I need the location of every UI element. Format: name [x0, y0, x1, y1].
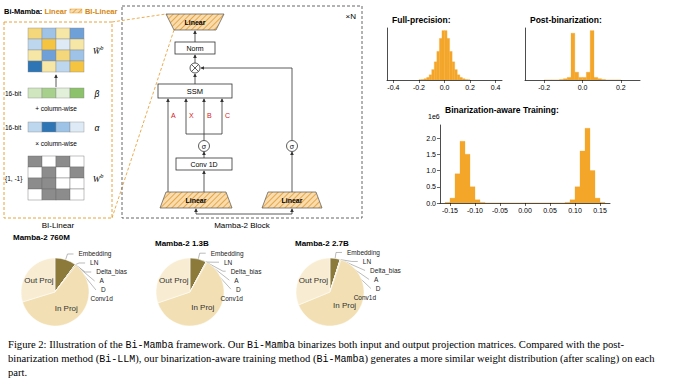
svg-text:σ: σ — [202, 143, 207, 150]
svg-text:0.0: 0.0 — [426, 200, 436, 207]
svg-text:Full-precision:: Full-precision: — [392, 15, 451, 25]
svg-text:D: D — [236, 286, 241, 293]
svg-text:16-bit: 16-bit — [5, 124, 21, 131]
svg-text:Conv1d: Conv1d — [90, 295, 113, 302]
svg-text:0.0: 0.0 — [578, 84, 588, 91]
svg-text:LN: LN — [363, 258, 372, 265]
svg-text:-0.2: -0.2 — [538, 84, 550, 91]
svg-text:Bi-Mamba: Linear: Bi-Mamba: Linear — [4, 7, 67, 16]
svg-text:In Proj: In Proj — [191, 303, 214, 312]
svg-text:1.5: 1.5 — [426, 151, 436, 158]
svg-text:σ: σ — [290, 143, 295, 150]
svg-text:Linear: Linear — [281, 197, 302, 204]
svg-text:×N: ×N — [346, 12, 357, 21]
svg-text:+ column-wise: + column-wise — [35, 105, 77, 112]
svg-text:Conv1d: Conv1d — [221, 295, 244, 302]
svg-text:Linear: Linear — [184, 19, 205, 26]
svg-text:0.00: 0.00 — [518, 207, 532, 214]
svg-text:Conv1d: Conv1d — [354, 294, 377, 301]
svg-text:-0.15: -0.15 — [442, 207, 458, 214]
html-text:Figure 2: Illustration of the: Figure 2: Illustration of the Bi-Mamba f… — [8, 339, 655, 378]
svg-text:C: C — [225, 112, 230, 119]
svg-text:Binarization-aware Training:: Binarization-aware Training: — [445, 105, 559, 115]
svg-text:BI-Linear: BI-Linear — [42, 221, 75, 230]
svg-text:Embedding: Embedding — [211, 250, 244, 258]
svg-text:W̃b: W̃b — [93, 44, 104, 56]
svg-text:α: α — [95, 123, 101, 133]
svg-text:LN: LN — [224, 259, 233, 266]
svg-text:A: A — [234, 277, 239, 284]
svg-text:B: B — [207, 112, 212, 119]
svg-text:0.5: 0.5 — [426, 183, 436, 190]
svg-text:-0.2: -0.2 — [413, 84, 425, 91]
svg-text:0.0: 0.0 — [440, 84, 450, 91]
svg-text:-0.4: -0.4 — [387, 84, 399, 91]
svg-text:Out Proj: Out Proj — [299, 276, 329, 285]
svg-text:1.0: 1.0 — [426, 167, 436, 174]
svg-text:Norm: Norm — [186, 45, 203, 52]
svg-text:In Proj: In Proj — [55, 304, 78, 313]
svg-text:0.2: 0.2 — [616, 84, 626, 91]
svg-text:D: D — [376, 285, 381, 292]
svg-text:{1, -1}: {1, -1} — [5, 175, 23, 183]
svg-text:0.2: 0.2 — [465, 84, 475, 91]
svg-text:0.15: 0.15 — [593, 207, 607, 214]
svg-text:Mamba-2 760M: Mamba-2 760M — [13, 233, 70, 242]
svg-text:0.10: 0.10 — [568, 207, 582, 214]
svg-text:Delta_bias: Delta_bias — [231, 268, 262, 276]
svg-text:Post-binarization:: Post-binarization: — [530, 15, 602, 25]
svg-text:A: A — [374, 276, 379, 283]
svg-text:Delta_bias: Delta_bias — [370, 267, 401, 275]
svg-text:X: X — [189, 112, 194, 119]
svg-text:Out Proj: Out Proj — [24, 276, 54, 285]
svg-text:16-bit: 16-bit — [5, 90, 21, 97]
svg-text:BI-Linear: BI-Linear — [85, 7, 118, 16]
svg-text:Mamba-2 1.3B: Mamba-2 1.3B — [155, 239, 209, 248]
svg-text:Out Proj: Out Proj — [159, 276, 189, 285]
svg-text:0.4: 0.4 — [491, 84, 501, 91]
svg-text:A: A — [171, 112, 176, 119]
svg-text:Mamba-2 Block: Mamba-2 Block — [214, 221, 271, 230]
svg-text:D: D — [101, 286, 106, 293]
svg-text:Delta_bias: Delta_bias — [96, 268, 127, 276]
svg-text:-0.05: -0.05 — [492, 207, 508, 214]
svg-text:0.05: 0.05 — [543, 207, 557, 214]
svg-text:LN: LN — [90, 259, 99, 266]
svg-text:A: A — [100, 277, 105, 284]
svg-text:SSM: SSM — [187, 87, 203, 96]
svg-text:Mamba-2 2.7B: Mamba-2 2.7B — [295, 239, 349, 248]
svg-text:× column-wise: × column-wise — [35, 140, 77, 147]
svg-text:β: β — [94, 89, 100, 99]
svg-text:-0.10: -0.10 — [467, 207, 483, 214]
svg-text:Embedding: Embedding — [78, 250, 111, 258]
svg-text:Wb: Wb — [93, 172, 104, 184]
svg-text:Conv 1D: Conv 1D — [190, 161, 217, 168]
svg-text:Linear: Linear — [185, 197, 206, 204]
svg-text:1e6: 1e6 — [428, 113, 440, 120]
svg-text:2.0: 2.0 — [426, 135, 436, 142]
svg-text:Embedding: Embedding — [347, 249, 380, 257]
svg-text:In Proj: In Proj — [333, 301, 356, 310]
